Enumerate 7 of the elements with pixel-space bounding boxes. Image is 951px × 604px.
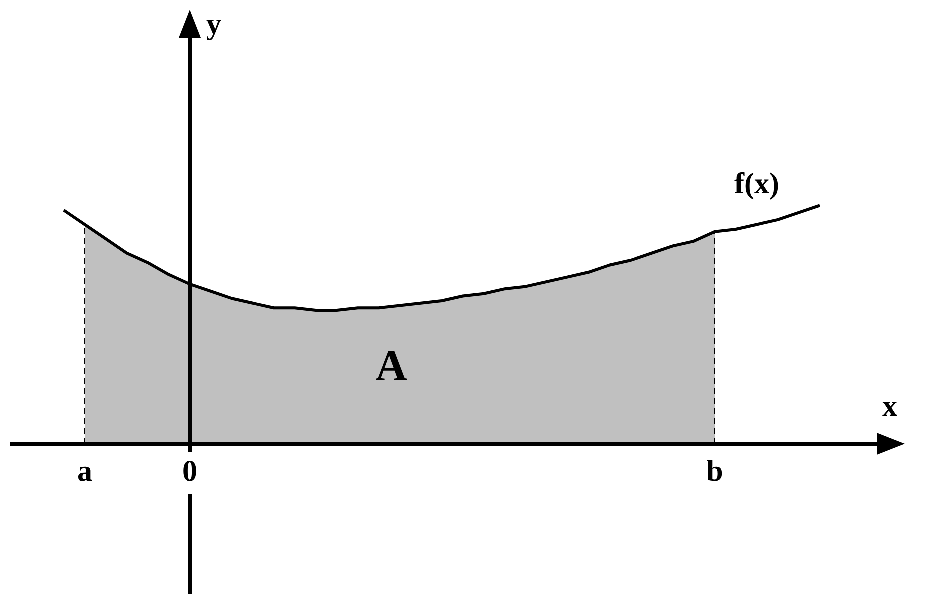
x-tick-label: 0 — [182, 454, 198, 488]
x-axis-title: x — [882, 390, 898, 423]
text: y — [206, 8, 222, 41]
series-label: f(x) — [734, 167, 780, 200]
x-tick-label: b — [706, 454, 724, 488]
x-tick-label: a — [78, 454, 92, 488]
annotation: A — [376, 341, 408, 390]
